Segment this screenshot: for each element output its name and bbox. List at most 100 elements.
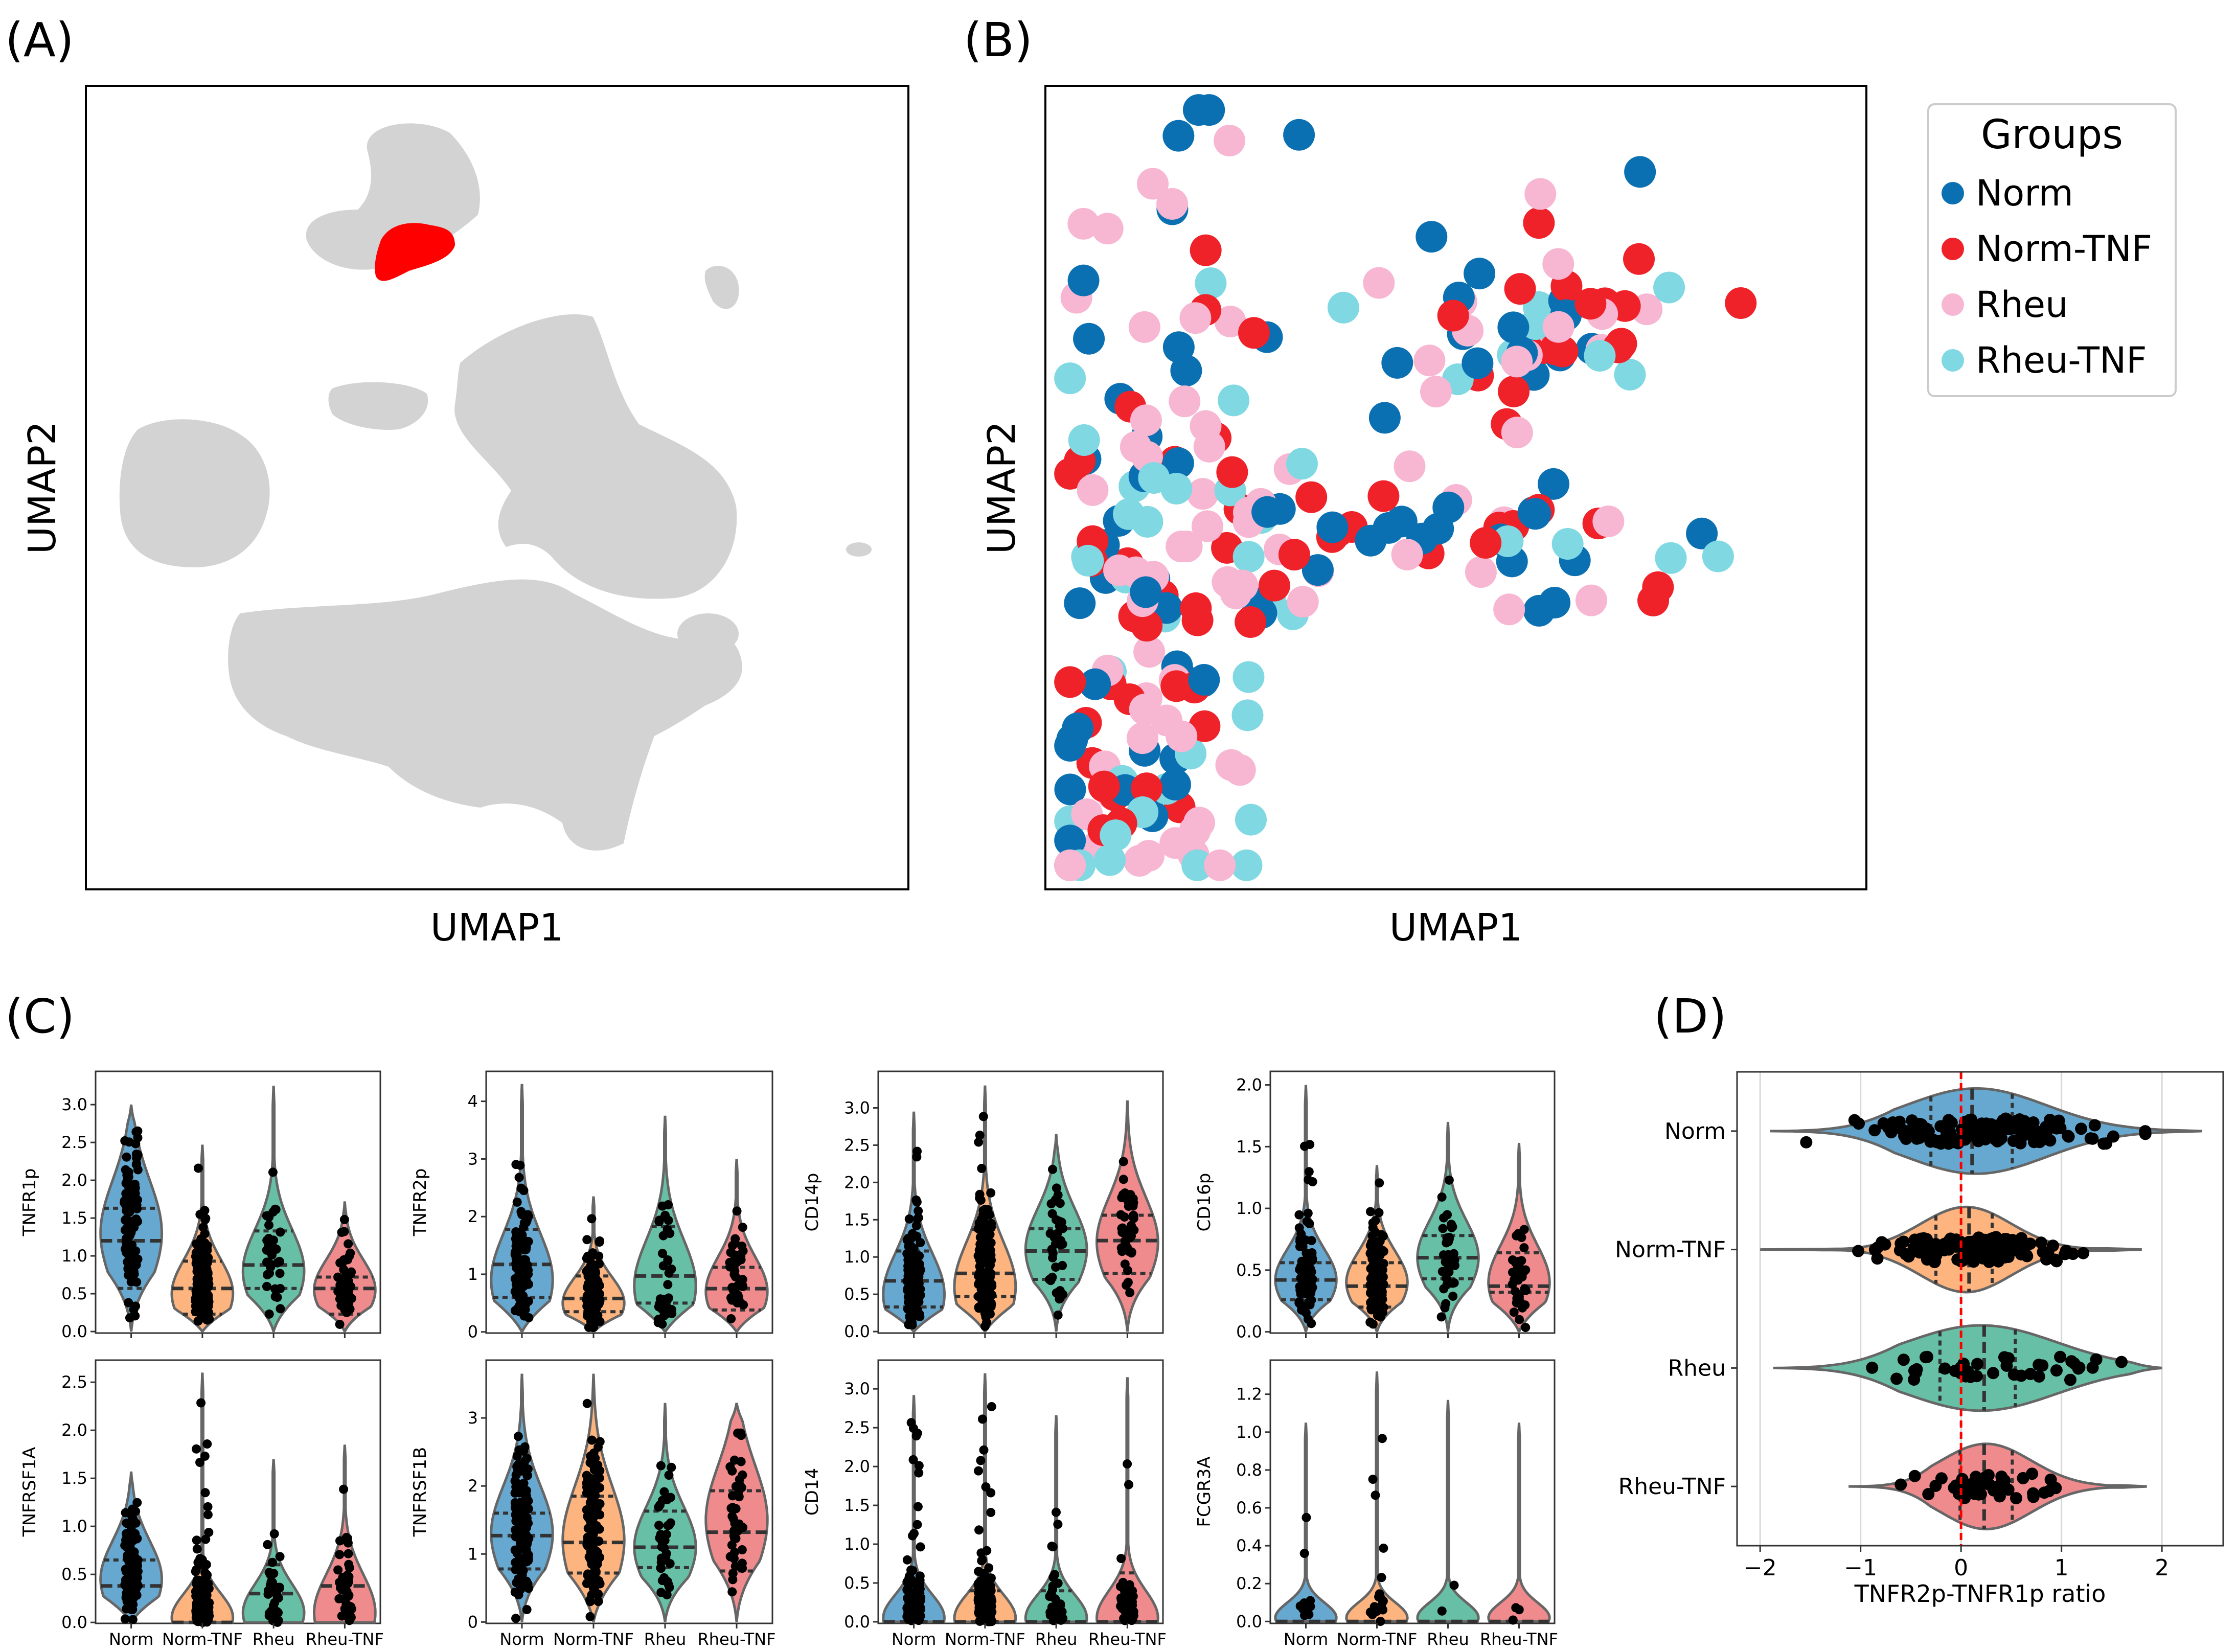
scatter-point-rheu-tnf — [1232, 661, 1265, 693]
y-tick-label: 1.5 — [61, 1208, 87, 1228]
y-tick-label: 0.5 — [844, 1573, 870, 1593]
y-tick-label: 0 — [468, 1322, 478, 1342]
data-point — [912, 1231, 922, 1241]
data-point — [1987, 1367, 2000, 1380]
data-point — [511, 1532, 520, 1542]
data-point — [654, 1315, 664, 1324]
y-axis-label-b: UMAP2 — [980, 421, 1024, 554]
data-point — [980, 1204, 990, 1214]
y-tick-label: 3 — [468, 1149, 478, 1168]
data-point — [586, 1451, 596, 1461]
data-point — [1374, 1208, 1384, 1218]
violin-norm — [1274, 1085, 1338, 1337]
data-point — [2050, 1364, 2063, 1377]
data-point — [664, 1200, 673, 1209]
scatter-point-norm — [1251, 496, 1284, 528]
scatter-point-rheu — [1287, 586, 1319, 618]
data-point — [1959, 1485, 1972, 1498]
data-point — [591, 1276, 601, 1286]
scatter-point-rheu — [1501, 346, 1533, 378]
data-point — [510, 1587, 520, 1597]
data-point — [195, 1458, 205, 1467]
data-point — [1519, 1225, 1529, 1234]
y-tick-label: 0.0 — [61, 1613, 87, 1632]
data-point — [269, 1601, 279, 1611]
violin-norm-tnf — [170, 1372, 235, 1627]
data-point — [1377, 1434, 1387, 1443]
data-point — [1046, 1199, 1056, 1209]
scatter-point-norm — [1159, 769, 1191, 801]
violin-rheu — [1416, 1399, 1480, 1623]
scatter-point-norm-tnf — [1637, 584, 1670, 616]
data-point — [1051, 1507, 1061, 1517]
data-point — [335, 1319, 345, 1329]
data-point — [728, 1514, 738, 1524]
data-point — [2037, 1246, 2049, 1258]
scatter-point-norm — [1416, 221, 1448, 253]
scatter-point-rheu — [1224, 754, 1256, 786]
scatter-point-rheu — [1103, 554, 1135, 586]
data-point — [907, 1593, 917, 1602]
data-point — [1879, 1238, 1891, 1251]
data-point — [737, 1545, 747, 1555]
scatter-point-rheu-tnf — [1072, 544, 1104, 577]
data-point — [512, 1197, 522, 1207]
data-point — [1046, 1276, 1056, 1286]
scatter-point-rheu — [1214, 305, 1246, 337]
data-point — [582, 1398, 592, 1408]
y-tick-label: 1.0 — [61, 1517, 87, 1536]
data-point — [1303, 1208, 1313, 1218]
scatter-point-norm-tnf — [1088, 770, 1120, 802]
data-point — [344, 1559, 354, 1569]
data-point — [1300, 1607, 1310, 1616]
y-tick-label: 1.5 — [844, 1210, 870, 1229]
x-tick-label: Rheu-TNF — [1480, 1630, 1558, 1649]
data-point — [1441, 1299, 1451, 1309]
data-point — [583, 1538, 593, 1548]
y-tick-label: 2.5 — [61, 1372, 87, 1392]
data-point — [2097, 1137, 2110, 1150]
data-point — [2088, 1119, 2101, 1132]
scatter-point-rheu — [1575, 584, 1607, 616]
data-point — [986, 1250, 996, 1260]
violin-rheu-tnf — [1848, 1442, 2147, 1531]
scatter-point-norm-tnf — [1180, 592, 1212, 624]
data-point — [132, 1498, 142, 1507]
y-axis-label: TNFR1p — [19, 1168, 40, 1237]
data-point — [1890, 1372, 1903, 1385]
y-tick-label: 0.5 — [844, 1284, 870, 1304]
data-point — [272, 1617, 282, 1627]
data-point — [736, 1431, 746, 1440]
data-point — [345, 1251, 354, 1261]
scatter-point-norm-tnf — [1278, 539, 1310, 571]
cell-cluster-dot — [677, 613, 739, 654]
data-point — [131, 1215, 141, 1225]
x-tick-label: Rheu — [1427, 1630, 1469, 1649]
data-point — [129, 1266, 139, 1276]
data-point — [986, 1507, 996, 1517]
scatter-point-norm — [1162, 120, 1195, 152]
data-point — [191, 1306, 201, 1316]
y-tick-label: 0.4 — [1236, 1536, 1262, 1555]
data-point — [1118, 1157, 1128, 1166]
data-point — [975, 1277, 985, 1287]
data-point — [1302, 1217, 1312, 1226]
data-point — [124, 1137, 134, 1147]
data-point — [906, 1291, 916, 1300]
data-point — [2059, 1248, 2071, 1260]
data-point — [522, 1604, 532, 1614]
y-tick-label: 0.8 — [1236, 1460, 1262, 1480]
scatter-point-norm — [1497, 311, 1530, 343]
data-point — [1509, 1307, 1519, 1317]
data-point — [1894, 1237, 1907, 1250]
data-point — [1053, 1190, 1063, 1200]
y-tick-label: 1.0 — [844, 1247, 870, 1267]
data-point — [661, 1529, 671, 1539]
data-point — [911, 1605, 921, 1615]
data-point — [128, 1504, 138, 1514]
data-point — [121, 1242, 131, 1252]
data-point — [974, 1525, 984, 1535]
data-point — [1508, 1615, 1518, 1625]
data-point — [2027, 1136, 2040, 1149]
